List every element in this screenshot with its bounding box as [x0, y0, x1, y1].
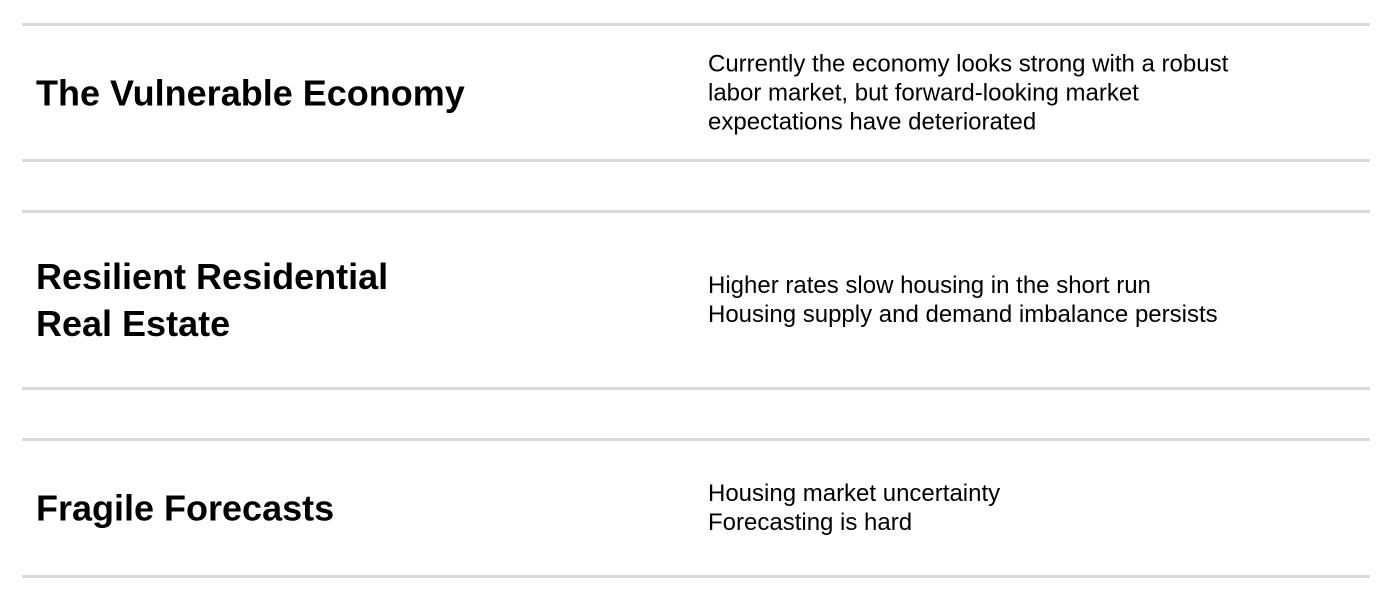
section-title-line: Real Estate: [36, 303, 231, 344]
description-line: expectations have deteriorated: [708, 108, 1037, 135]
section-title: Fragile Forecasts: [36, 485, 334, 532]
description-line: Housing supply and demand imbalance pers…: [708, 301, 1218, 328]
section-description: Higher rates slow housing in the short r…: [708, 271, 1348, 329]
section-resilient-residential: Resilient Residential Real Estate Higher…: [22, 210, 1370, 390]
description-line: Housing market uncertainty: [708, 480, 1001, 507]
description-line: Higher rates slow housing in the short r…: [708, 272, 1151, 299]
section-title: The Vulnerable Economy: [36, 69, 465, 116]
description-line: Currently the economy looks strong with …: [708, 50, 1229, 77]
section-title-line: Fragile Forecasts: [36, 487, 335, 529]
section-description: Housing market uncertainty Forecasting i…: [708, 479, 1348, 537]
section-description: Currently the economy looks strong with …: [708, 49, 1348, 136]
section-title-line: Resilient Residential: [36, 256, 389, 297]
section-title: Resilient Residential Real Estate: [36, 253, 388, 347]
section-title-line: The Vulnerable Economy: [36, 72, 465, 113]
section-fragile-forecasts: Fragile Forecasts Housing market uncerta…: [22, 438, 1370, 578]
section-vulnerable-economy: The Vulnerable Economy Currently the eco…: [22, 23, 1370, 162]
description-line: labor market, but forward-looking market: [708, 79, 1139, 106]
description-line: Forecasting is hard: [708, 509, 913, 536]
